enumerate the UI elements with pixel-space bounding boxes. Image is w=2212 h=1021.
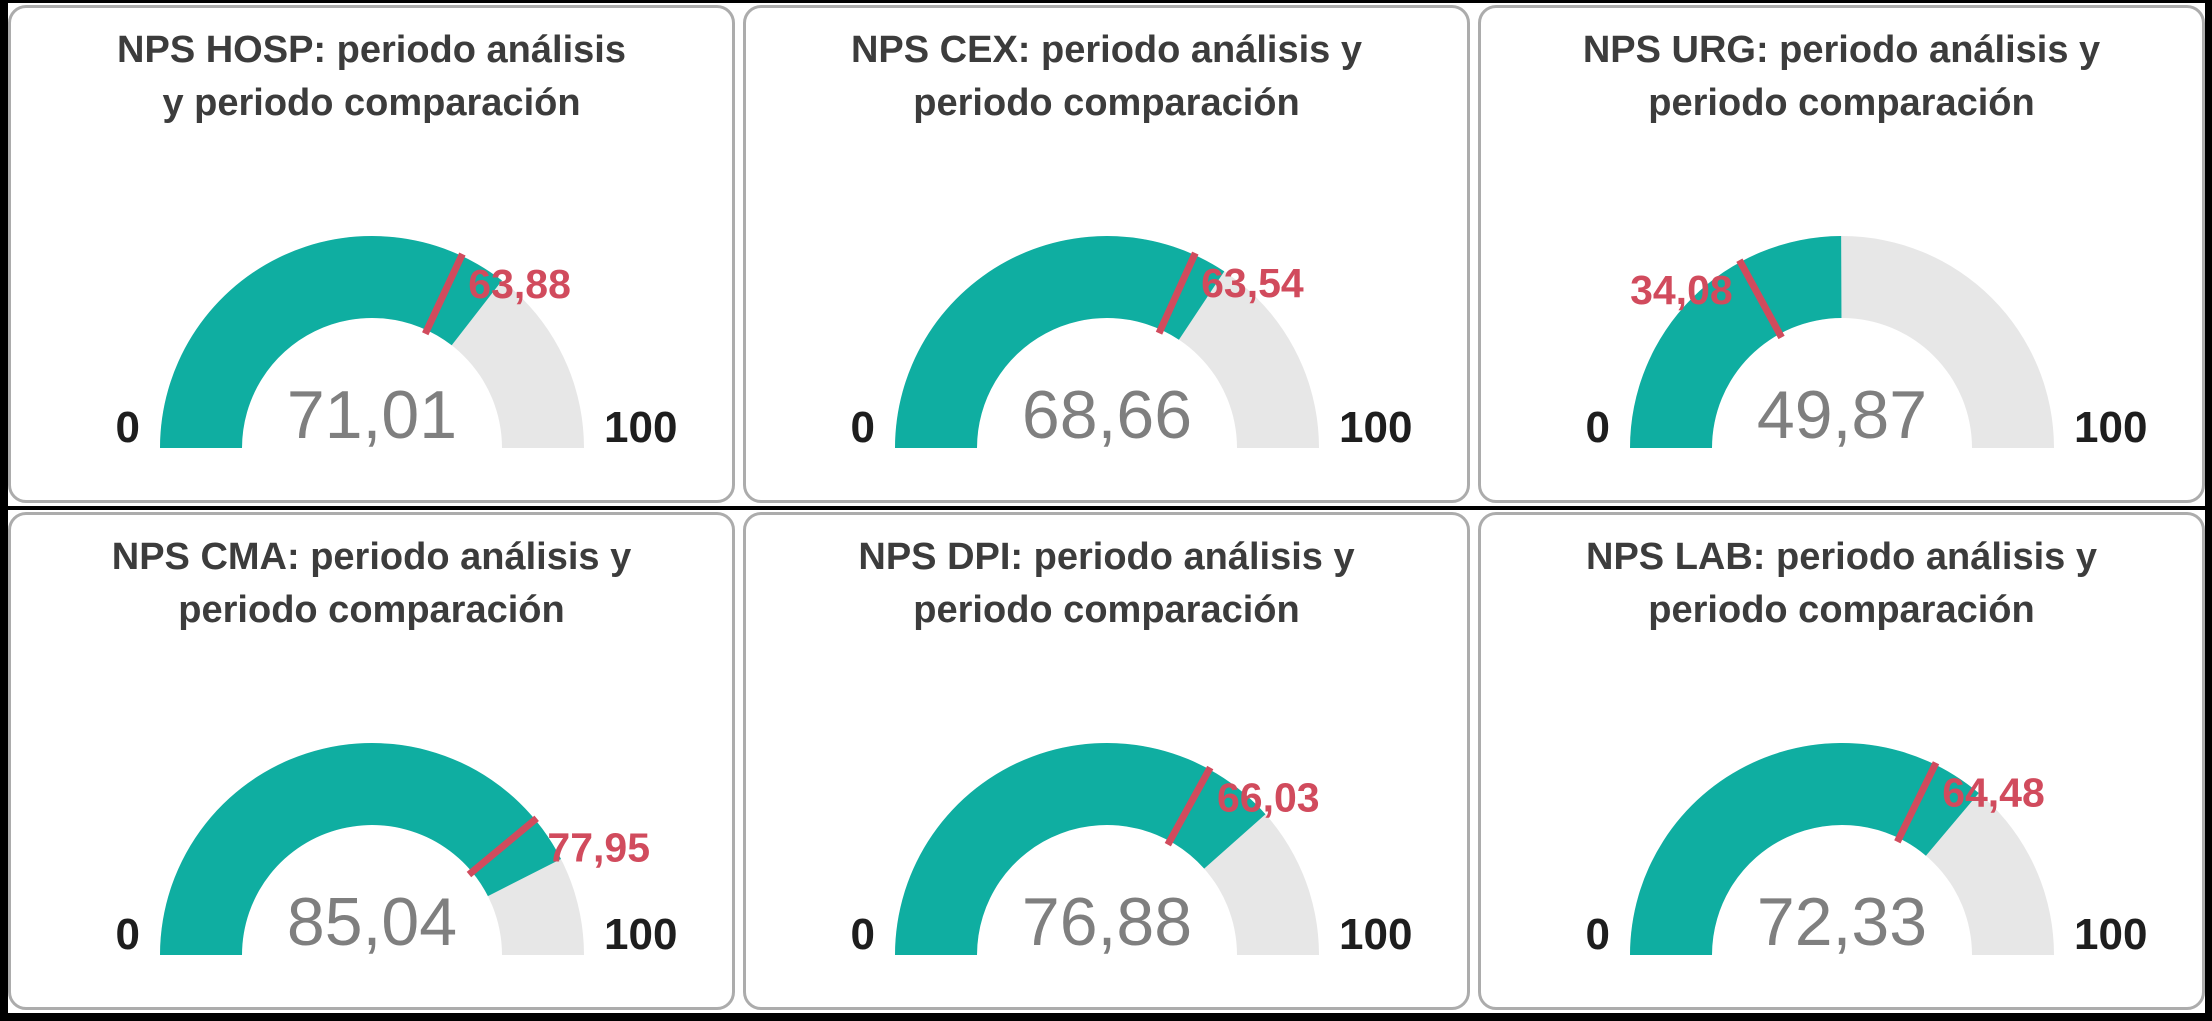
gauge-title-line1: NPS CEX: periodo análisis y — [850, 29, 1363, 71]
gauge-max-label: 100 — [604, 403, 677, 452]
gauge-chart[interactable]: 63,54 68,66 0 100 — [757, 140, 1457, 480]
gauge-target-label: 63,88 — [468, 261, 571, 307]
gauge-target-label: 77,95 — [547, 825, 650, 871]
gauge-max-label: 100 — [2074, 403, 2147, 452]
gauge-chart[interactable]: 66,03 76,88 0 100 — [757, 647, 1457, 987]
gauge-chart[interactable]: 34,08 49,87 0 100 — [1492, 140, 2192, 480]
gauge-target-marker — [1893, 761, 1939, 844]
gauge-title: NPS LAB: periodo análisis y periodo comp… — [1481, 515, 2202, 637]
gauge-title: NPS URG: periodo análisis y periodo comp… — [1481, 8, 2202, 130]
gauge-card-nps-lab[interactable]: NPS LAB: periodo análisis y periodo comp… — [1478, 512, 2205, 1010]
gauge-value-label: 76,88 — [1021, 884, 1191, 960]
gauge-value-arc — [1629, 743, 1979, 956]
gauge-title-line1: NPS DPI: periodo análisis y — [858, 536, 1355, 578]
gauge-max-label: 100 — [1339, 910, 1412, 959]
gauge-max-label: 100 — [604, 910, 677, 959]
gauge-title-line2: periodo comparación — [1648, 82, 2035, 125]
gauge-min-label: 0 — [115, 403, 139, 452]
gauge-chart[interactable]: 77,95 85,04 0 100 — [22, 647, 722, 987]
gauge-card-nps-cma[interactable]: NPS CMA: periodo análisis y periodo comp… — [8, 512, 735, 1010]
gauge-title: NPS HOSP: periodo análisis y periodo com… — [11, 8, 732, 130]
gauge-value-arc — [1629, 236, 1841, 449]
report-canvas: NPS HOSP: periodo análisis y periodo com… — [8, 3, 2205, 1013]
gauge-target-label: 34,08 — [1630, 267, 1733, 313]
gauge-min-label: 0 — [850, 910, 874, 959]
gauge-card-nps-dpi[interactable]: NPS DPI: periodo análisis y periodo comp… — [743, 512, 1470, 1010]
gauge-value-label: 49,87 — [1756, 377, 1926, 453]
gauge-title: NPS CMA: periodo análisis y periodo comp… — [11, 515, 732, 637]
gauge-card-nps-hosp[interactable]: NPS HOSP: periodo análisis y periodo com… — [8, 5, 735, 503]
gauge-target-marker — [1735, 258, 1785, 340]
gauge-title-line2: periodo comparación — [1648, 589, 2035, 632]
gauge-title-line2: y periodo comparación — [162, 82, 581, 125]
gauge-row-bottom: NPS CMA: periodo análisis y periodo comp… — [8, 506, 2205, 1013]
gauge-chart[interactable]: 63,88 71,01 0 100 — [22, 140, 722, 480]
gauge-target-marker — [421, 252, 466, 336]
gauge-max-label: 100 — [1339, 403, 1412, 452]
gauge-title-line1: NPS CMA: periodo análisis y — [111, 536, 632, 578]
gauge-target-marker — [1155, 252, 1198, 336]
gauge-card-nps-urg[interactable]: NPS URG: periodo análisis y periodo comp… — [1478, 5, 2205, 503]
gauge-target-label: 64,48 — [1942, 770, 2045, 816]
gauge-value-arc — [894, 236, 1224, 449]
gauge-row-top: NPS HOSP: periodo análisis y periodo com… — [8, 3, 2205, 506]
gauge-title-line2: periodo comparación — [913, 589, 1300, 632]
gauge-max-label: 100 — [2074, 910, 2147, 959]
gauge-value-label: 85,04 — [286, 884, 456, 960]
gauge-min-label: 0 — [850, 403, 874, 452]
gauge-title: NPS CEX: periodo análisis y periodo comp… — [746, 8, 1467, 130]
gauge-title-line2: periodo comparación — [913, 82, 1300, 125]
gauge-title-line1: NPS HOSP: periodo análisis — [117, 29, 626, 71]
gauge-min-label: 0 — [115, 910, 139, 959]
gauge-target-marker — [1164, 766, 1213, 847]
gauge-title-line2: periodo comparación — [178, 589, 565, 632]
gauge-min-label: 0 — [1585, 403, 1609, 452]
gauge-value-arc — [159, 743, 561, 956]
gauge-target-label: 63,54 — [1201, 260, 1304, 306]
gauge-target-label: 66,03 — [1217, 775, 1320, 821]
gauge-title-line1: NPS URG: periodo análisis y — [1582, 29, 2101, 71]
gauge-value-label: 71,01 — [286, 377, 456, 453]
gauge-card-nps-cex[interactable]: NPS CEX: periodo análisis y periodo comp… — [743, 5, 1470, 503]
gauge-target-marker — [466, 816, 539, 878]
gauge-value-label: 68,66 — [1021, 377, 1191, 453]
gauge-value-arc — [894, 743, 1265, 956]
gauge-title-line1: NPS LAB: periodo análisis y — [1586, 536, 2097, 578]
gauge-min-label: 0 — [1585, 910, 1609, 959]
gauge-value-arc — [159, 236, 502, 449]
gauge-title: NPS DPI: periodo análisis y periodo comp… — [746, 515, 1467, 637]
gauge-value-label: 72,33 — [1756, 884, 1926, 960]
gauge-chart[interactable]: 64,48 72,33 0 100 — [1492, 647, 2192, 987]
